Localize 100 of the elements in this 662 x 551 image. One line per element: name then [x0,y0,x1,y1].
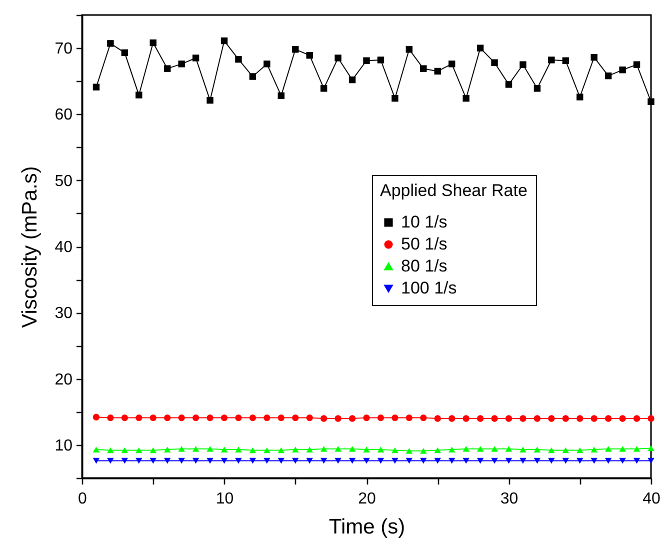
point [107,40,114,47]
point [448,415,456,422]
point [292,46,299,53]
point [320,85,328,92]
point [562,415,570,422]
point [377,458,384,464]
point [520,61,526,68]
point [292,458,299,464]
point [206,414,214,422]
point [235,414,242,422]
point [136,414,142,422]
point [520,458,526,464]
point [235,56,242,63]
point [206,458,214,464]
point [334,458,342,464]
point [576,415,584,422]
point [220,458,228,464]
point [220,414,228,422]
point [604,72,612,80]
point [92,458,100,464]
point [633,446,640,452]
point [420,414,427,422]
point [377,56,384,64]
point [434,458,441,464]
point [264,60,270,68]
point [249,458,256,464]
point [633,61,640,68]
point [136,92,142,98]
point [520,415,526,422]
x-tick-label: 30 [500,490,518,508]
point [392,458,398,464]
point [107,414,114,422]
point [178,60,185,68]
point [334,415,342,422]
point [462,458,470,464]
point [476,44,484,52]
point [648,445,654,452]
y-tick-label: 40 [54,239,73,256]
point [178,446,185,452]
point [576,458,584,464]
point [648,415,654,422]
point [320,446,328,452]
point [476,446,484,452]
x-tick-label: 20 [358,490,376,508]
point [249,414,256,422]
point [562,57,570,64]
point [363,414,370,422]
point [121,49,128,56]
point [334,446,342,452]
point [619,446,626,452]
point [178,414,185,422]
y-tick-label: 10 [54,437,73,454]
legend-label: 80 1/s [401,256,448,276]
point [363,458,370,464]
point [534,85,541,92]
point [292,414,299,422]
point [648,98,654,105]
point [220,446,228,452]
point [491,415,498,422]
point [462,94,470,102]
point [462,446,470,452]
point [164,414,171,422]
point [520,446,526,452]
point [192,458,200,464]
point [590,54,598,61]
point [249,447,256,454]
point [136,458,142,464]
x-tick-label: 0 [78,490,88,508]
point [420,65,427,72]
point [505,415,512,422]
point [576,447,584,454]
y-tick-label: 50 [54,172,73,190]
x-tick-label: 10 [216,490,234,508]
point [150,414,156,422]
point [348,76,356,84]
point [292,446,299,452]
point [206,96,214,104]
point [534,415,541,422]
y-tick-label: 60 [54,106,73,124]
point [548,447,555,454]
point [604,446,612,452]
point [377,414,384,422]
point [548,56,555,64]
point [619,66,626,74]
point [491,458,498,464]
point [348,458,356,464]
point [121,447,128,454]
point [434,68,441,75]
point [348,446,356,452]
point [136,447,142,454]
point [476,458,484,464]
point [107,458,114,464]
point [320,458,328,464]
point [562,447,570,454]
point [462,415,470,422]
point [192,414,200,422]
point [406,414,413,422]
point [150,39,156,46]
point [448,446,456,452]
y-tick-label: 30 [54,305,73,322]
